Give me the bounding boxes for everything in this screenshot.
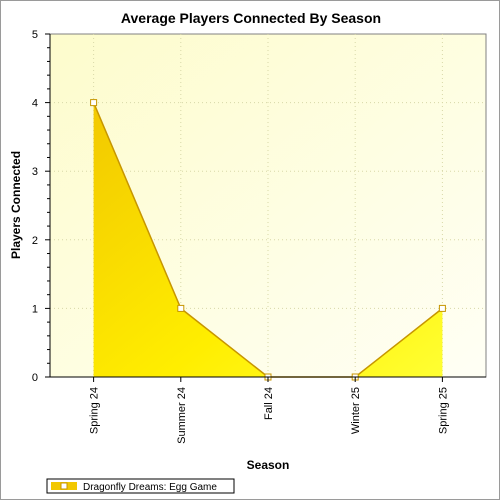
y-tick-label: 3 — [32, 166, 38, 178]
y-axis-label: Players Connected — [9, 151, 23, 259]
data-point-marker — [177, 304, 185, 312]
y-tick-label: 2 — [32, 235, 38, 247]
legend-box — [46, 478, 235, 494]
y-tick-label: 4 — [32, 98, 38, 110]
legend-marker — [60, 482, 68, 490]
data-point-marker — [90, 99, 98, 107]
legend-label: Dragonfly Dreams: Egg Game — [83, 482, 217, 493]
data-point-marker — [438, 304, 446, 312]
chart-title: Average Players Connected By Season — [121, 10, 381, 26]
y-tick-label: 5 — [32, 29, 38, 41]
x-tick-label: Summer 24 — [176, 387, 188, 444]
x-tick-label: Winter 25 — [350, 387, 362, 434]
axes — [45, 33, 486, 382]
legend: Dragonfly Dreams: Egg Game — [46, 478, 235, 494]
y-tick-label: 1 — [32, 303, 38, 315]
x-tick-label: Fall 24 — [263, 387, 275, 420]
x-tick-label: Spring 24 — [89, 387, 101, 434]
tick-labels: 0 1 2 3 4 5 Spring 24 Summer 24 Fall 24 Winter 25… — [32, 29, 450, 444]
y-tick-label: 0 — [32, 372, 38, 384]
x-tick-label: Spring 25 — [437, 387, 449, 434]
x-axis-label: Season — [247, 458, 290, 472]
